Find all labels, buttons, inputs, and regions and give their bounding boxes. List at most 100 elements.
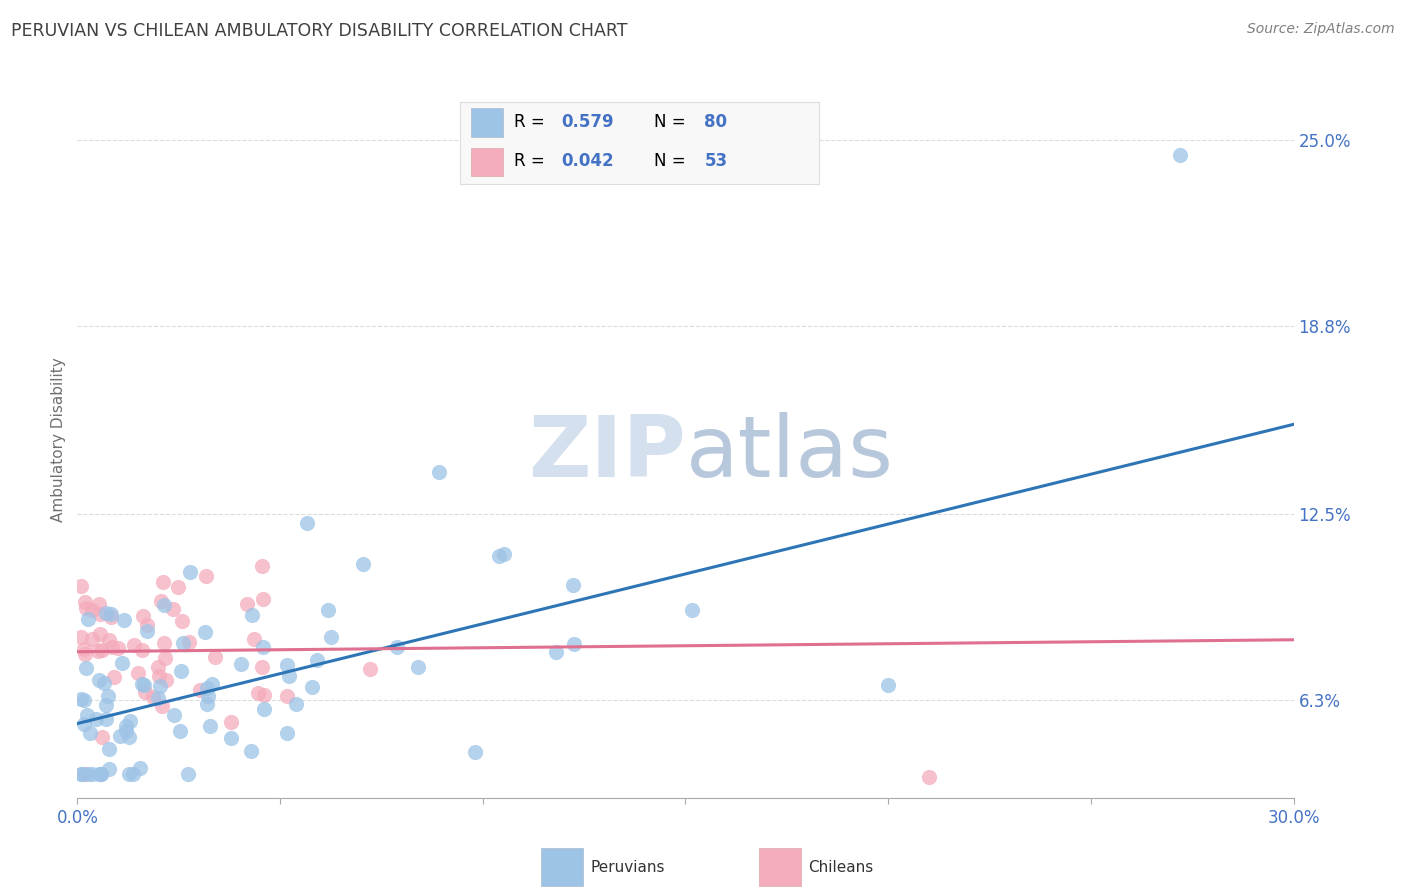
Point bbox=[494, 547, 516, 561]
Point bbox=[79, 726, 101, 740]
Point bbox=[100, 610, 122, 624]
Point bbox=[276, 658, 298, 673]
Point bbox=[177, 635, 200, 649]
Point bbox=[75, 594, 97, 608]
Point bbox=[72, 767, 94, 781]
Point bbox=[162, 602, 184, 616]
Point bbox=[544, 645, 567, 659]
Point bbox=[918, 771, 941, 785]
Point bbox=[87, 767, 110, 781]
Point bbox=[877, 678, 900, 692]
Point bbox=[167, 580, 190, 594]
Point bbox=[75, 661, 97, 675]
Point bbox=[120, 714, 142, 728]
Point bbox=[179, 565, 201, 579]
Point bbox=[148, 669, 170, 683]
Point bbox=[111, 656, 134, 670]
Point bbox=[148, 660, 170, 674]
Point bbox=[70, 630, 93, 644]
Point bbox=[188, 682, 211, 697]
Point bbox=[127, 665, 149, 680]
Point bbox=[70, 691, 93, 706]
Point bbox=[75, 601, 97, 615]
Point bbox=[90, 767, 112, 781]
Point bbox=[70, 578, 93, 592]
Point bbox=[136, 618, 159, 632]
Point bbox=[89, 627, 111, 641]
Y-axis label: Ambulatory Disability: Ambulatory Disability bbox=[51, 357, 66, 522]
Point bbox=[70, 767, 93, 781]
Point bbox=[155, 673, 177, 687]
Point bbox=[352, 557, 374, 571]
Point bbox=[97, 762, 120, 776]
Point bbox=[278, 669, 301, 683]
Point bbox=[122, 767, 145, 781]
Point bbox=[87, 673, 110, 687]
Point bbox=[253, 702, 276, 716]
Point bbox=[97, 742, 120, 756]
Point bbox=[252, 592, 274, 607]
Point bbox=[75, 767, 97, 781]
Point bbox=[246, 686, 269, 700]
Point bbox=[107, 640, 129, 655]
Point bbox=[89, 607, 111, 622]
Point bbox=[564, 637, 586, 651]
Point bbox=[96, 698, 118, 712]
Point bbox=[108, 729, 131, 743]
Point bbox=[98, 633, 121, 648]
Point bbox=[73, 717, 96, 731]
Point bbox=[195, 681, 218, 695]
Point bbox=[681, 602, 703, 616]
Point bbox=[250, 559, 273, 574]
Point bbox=[177, 767, 200, 781]
Point bbox=[152, 575, 174, 590]
Point bbox=[153, 636, 176, 650]
Point bbox=[101, 640, 124, 654]
Point bbox=[201, 677, 224, 691]
Text: PERUVIAN VS CHILEAN AMBULATORY DISABILITY CORRELATION CHART: PERUVIAN VS CHILEAN AMBULATORY DISABILIT… bbox=[11, 22, 627, 40]
Point bbox=[229, 657, 252, 671]
Point bbox=[319, 631, 342, 645]
Point bbox=[73, 693, 96, 707]
Point bbox=[76, 707, 98, 722]
Point bbox=[132, 678, 155, 692]
Point bbox=[197, 689, 219, 703]
Point bbox=[94, 607, 117, 621]
Point bbox=[103, 670, 125, 684]
Point bbox=[149, 679, 172, 693]
Point bbox=[194, 624, 217, 639]
Point bbox=[170, 665, 193, 679]
Point bbox=[80, 632, 103, 647]
Point bbox=[100, 607, 122, 621]
Point bbox=[316, 603, 339, 617]
Point bbox=[112, 613, 135, 627]
Point bbox=[406, 660, 429, 674]
Point bbox=[385, 640, 408, 654]
Point bbox=[90, 767, 112, 781]
Point bbox=[1168, 148, 1191, 162]
Point bbox=[276, 690, 298, 704]
Point bbox=[129, 761, 152, 775]
Point bbox=[307, 653, 329, 667]
Point bbox=[77, 612, 100, 626]
Point bbox=[240, 607, 263, 622]
Point bbox=[132, 608, 155, 623]
Point bbox=[250, 659, 273, 673]
Point bbox=[150, 699, 173, 714]
Point bbox=[253, 688, 276, 702]
Point bbox=[136, 624, 159, 639]
Point bbox=[488, 549, 510, 563]
Text: Source: ZipAtlas.com: Source: ZipAtlas.com bbox=[1247, 22, 1395, 37]
Text: Peruvians: Peruvians bbox=[591, 861, 665, 875]
Text: ZIP: ZIP bbox=[527, 412, 686, 495]
Point bbox=[284, 697, 307, 711]
Point bbox=[118, 767, 141, 781]
Point bbox=[163, 708, 186, 723]
Point bbox=[131, 643, 153, 657]
Point bbox=[84, 712, 107, 726]
Point bbox=[73, 642, 96, 657]
Point bbox=[172, 636, 194, 650]
Point bbox=[236, 597, 259, 611]
Point bbox=[561, 577, 583, 591]
Point bbox=[243, 632, 266, 647]
